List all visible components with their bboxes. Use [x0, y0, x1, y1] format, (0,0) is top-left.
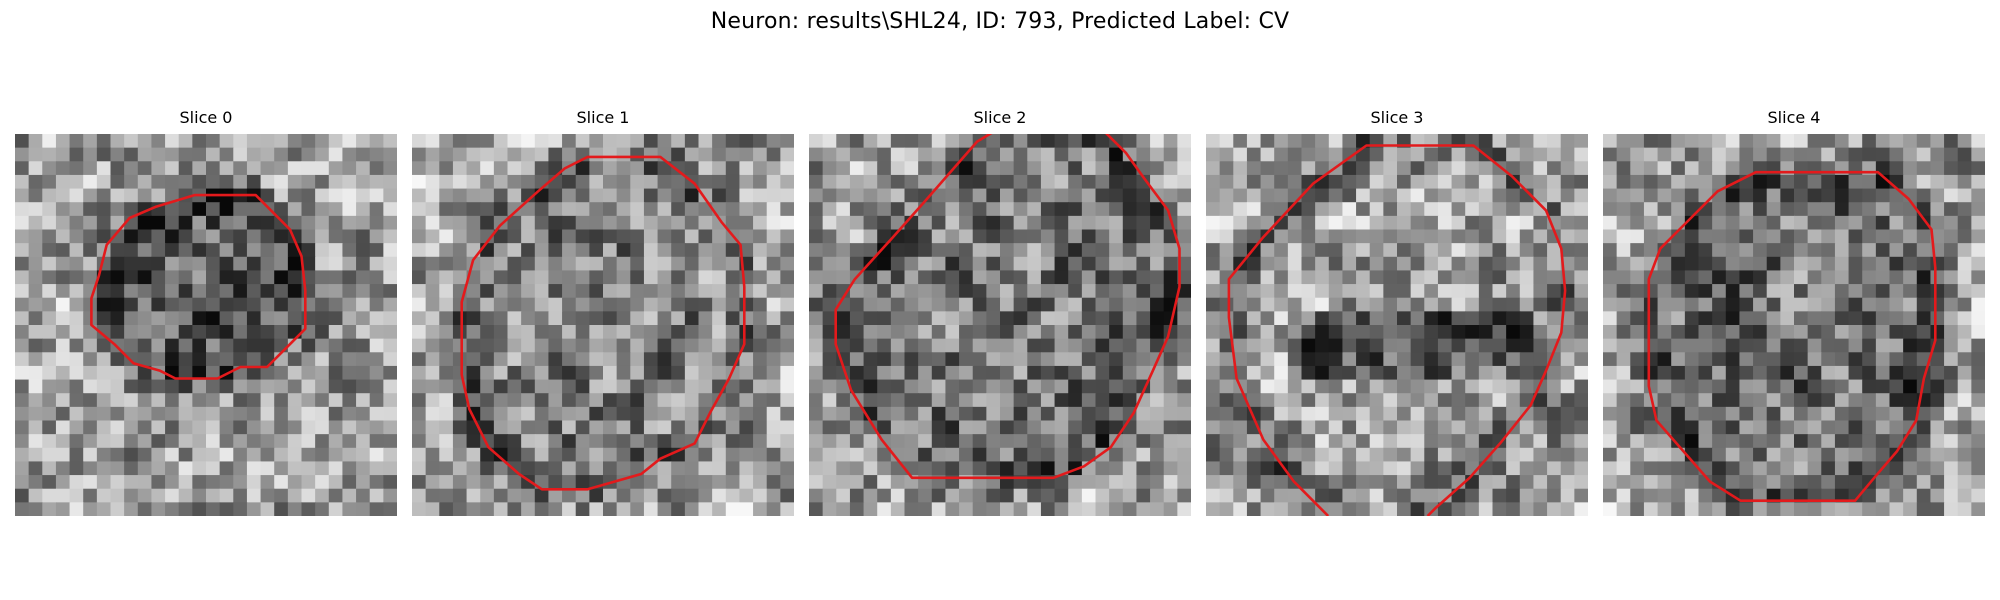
- figure-title: Neuron: results\SHL24, ID: 793, Predicte…: [710, 9, 1290, 34]
- segmentation-contour: [90, 193, 307, 380]
- slice-image-canvas: [412, 134, 794, 516]
- slice-panel-3: Slice 3: [1206, 106, 1588, 520]
- pixel-grid: [1603, 134, 1985, 516]
- slice-panel-0: Slice 0: [15, 106, 397, 520]
- slice-title: Slice 3: [1370, 108, 1424, 127]
- slice-title: Slice 2: [973, 108, 1027, 127]
- slice-image: [809, 134, 1191, 516]
- slice-title: Slice 0: [179, 108, 233, 127]
- slice-image-canvas: [15, 134, 397, 516]
- slice-image: [1206, 134, 1588, 516]
- segmentation-contour: [1647, 170, 1937, 503]
- pixel-grid: [412, 134, 794, 516]
- segmentation-contour: [834, 134, 1181, 480]
- slice-title: Slice 1: [576, 108, 630, 127]
- pixel-grid: [15, 134, 397, 516]
- pixel-grid: [1206, 134, 1588, 516]
- slice-image-canvas: [1603, 134, 1985, 516]
- slice-title: Slice 4: [1767, 108, 1821, 127]
- slice-image: [15, 134, 397, 516]
- segmentation-contour: [1227, 144, 1567, 516]
- slice-image-canvas: [809, 134, 1191, 516]
- slice-image-canvas: [1206, 134, 1588, 516]
- slice-panel-1: Slice 1: [412, 106, 794, 520]
- slice-image: [1603, 134, 1985, 516]
- slice-panel-2: Slice 2: [809, 106, 1191, 520]
- slice-panel-4: Slice 4: [1603, 106, 1985, 520]
- pixel-grid: [809, 134, 1191, 516]
- segmentation-contour: [460, 155, 746, 491]
- slice-image: [412, 134, 794, 516]
